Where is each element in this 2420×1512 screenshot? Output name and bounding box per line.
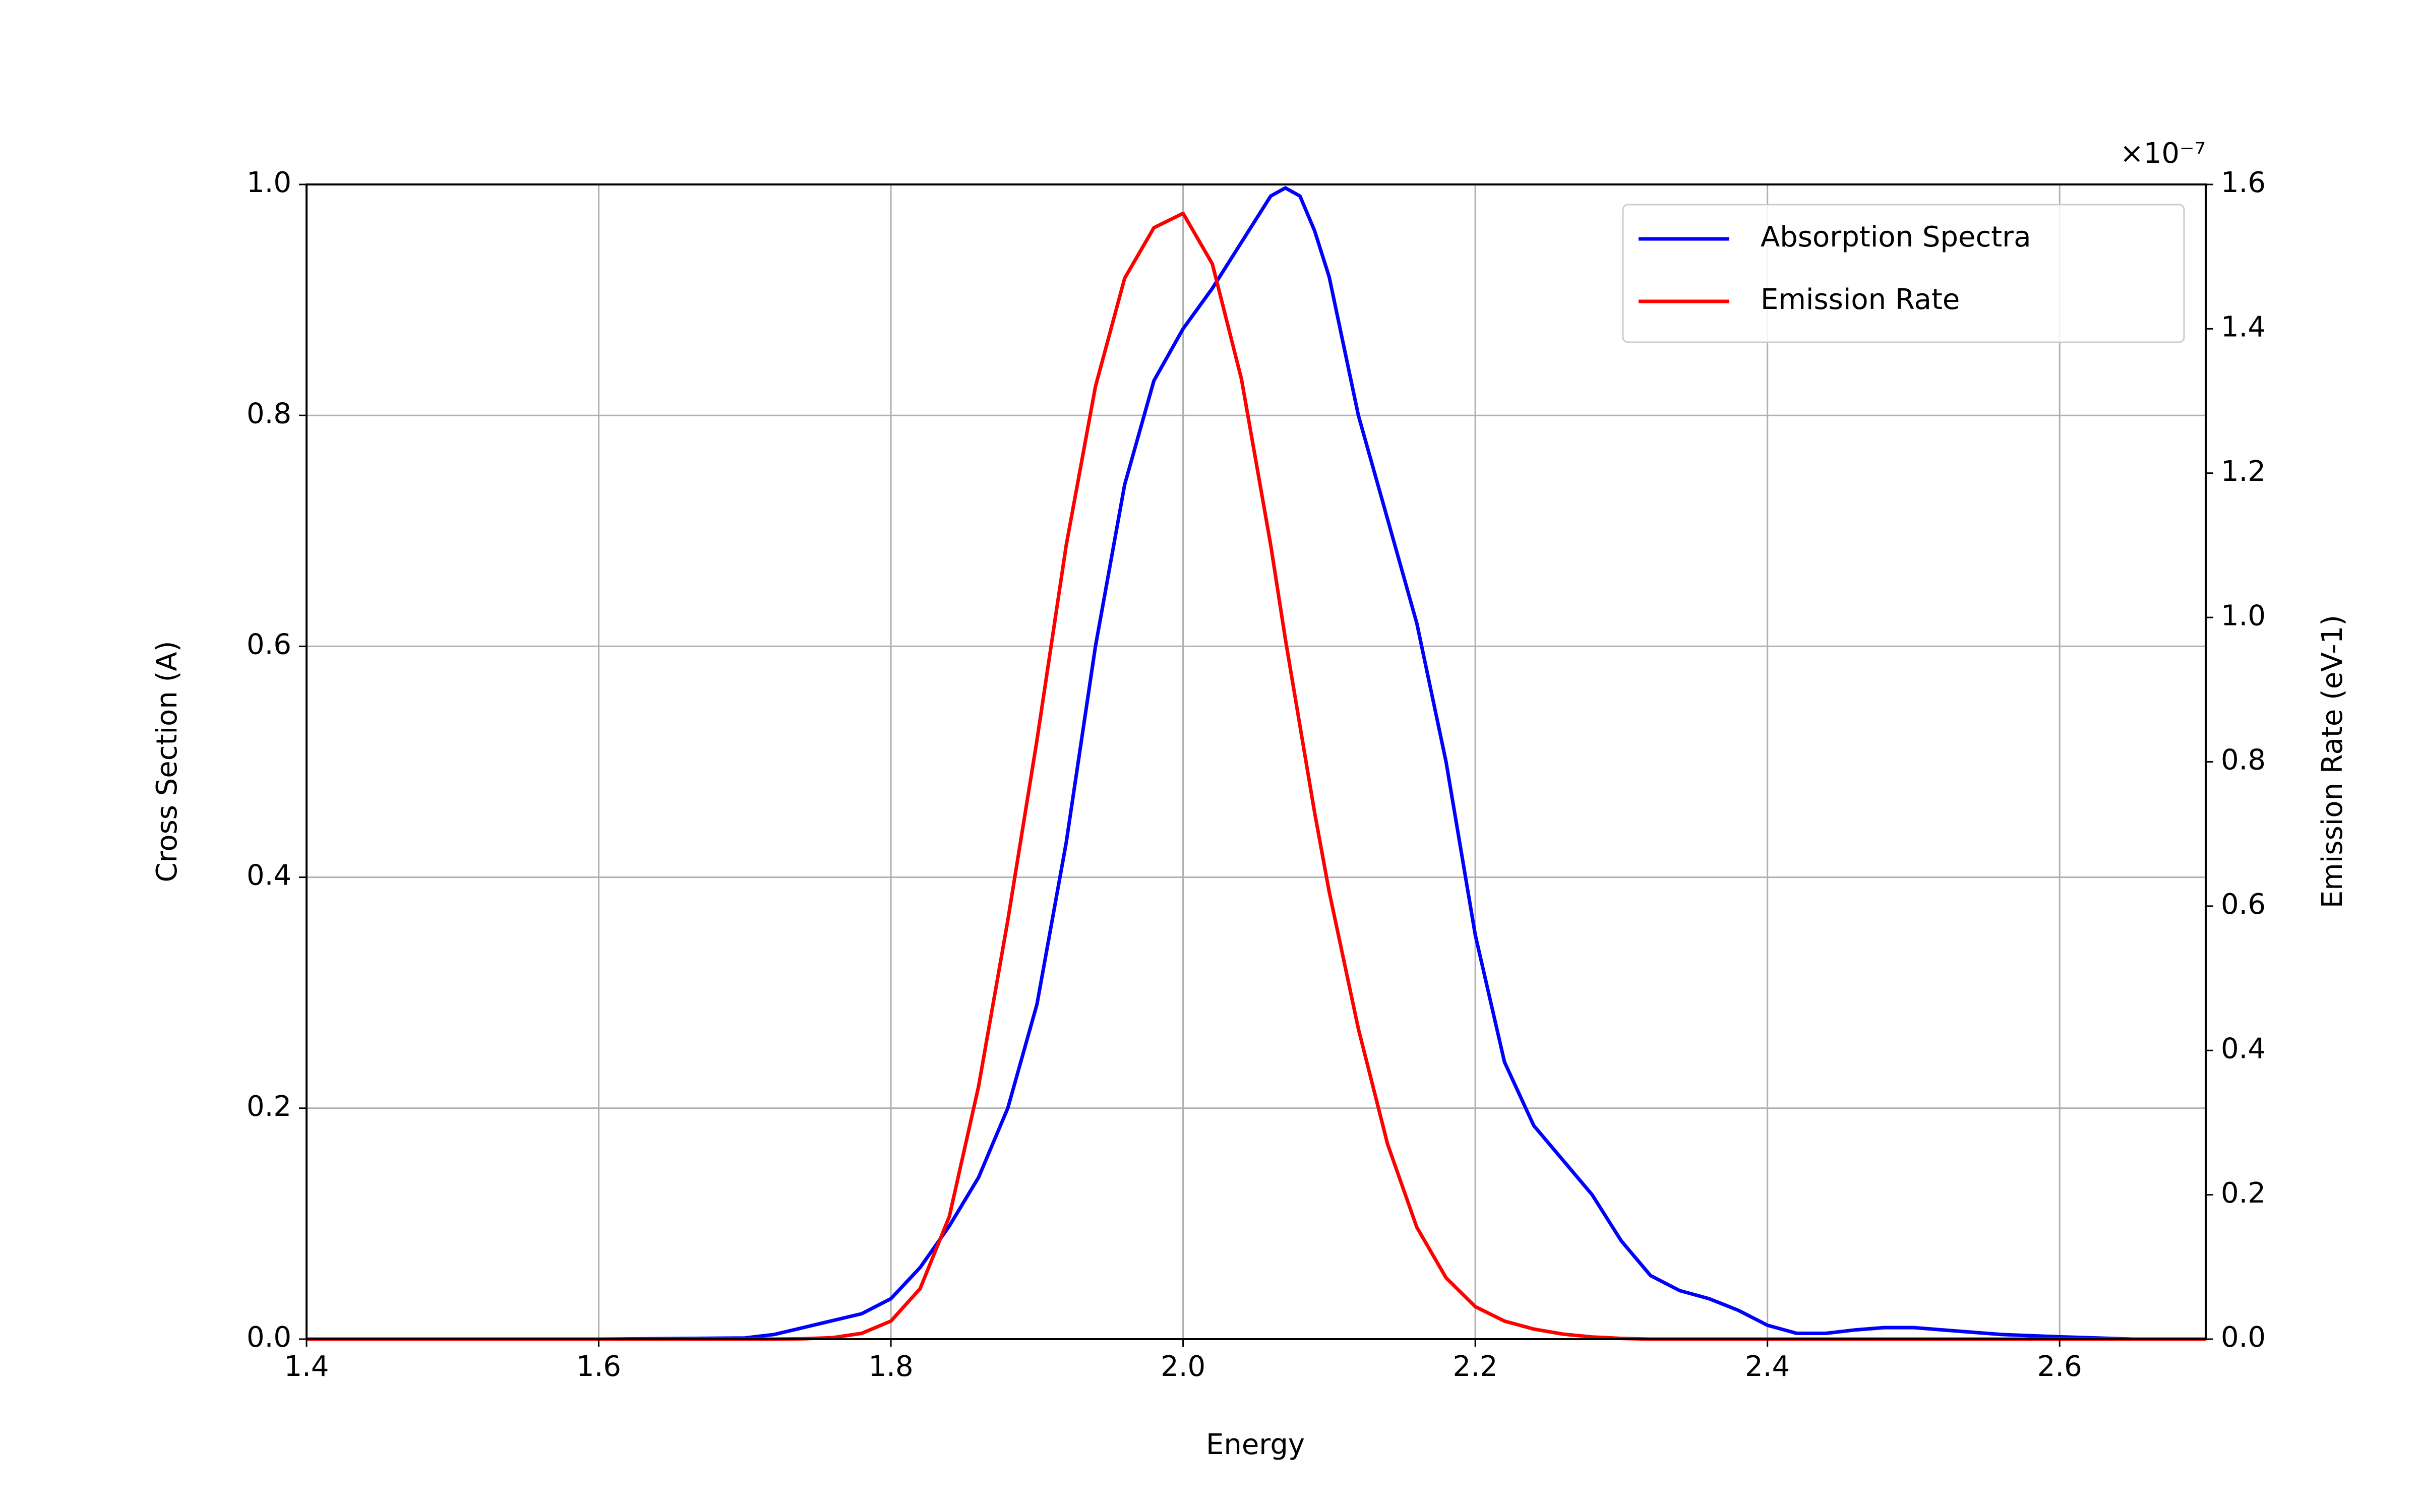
x-tick-label: 2.2 (1453, 1350, 1498, 1383)
y2-tick-label: 1.4 (2221, 311, 2266, 344)
y2-tick-label: 1.2 (2221, 455, 2266, 488)
y2-tick-label: 0.8 (2221, 744, 2266, 777)
y2-tick-label: 0.6 (2221, 888, 2266, 921)
x-tick-label: 2.0 (1161, 1350, 1205, 1383)
y-tick-label: 0.0 (247, 1321, 291, 1354)
y-tick-label: 0.4 (247, 859, 291, 892)
y2-tick-label: 1.0 (2221, 599, 2266, 632)
x-axis-label: Energy (1206, 1428, 1305, 1461)
y-tick-label: 0.8 (247, 397, 291, 430)
y2-tick-label: 0.4 (2221, 1032, 2266, 1065)
y2-axis-label: Emission Rate (eV-1) (2316, 615, 2349, 908)
x-tick-label: 1.4 (284, 1350, 329, 1383)
series-line (307, 186, 2206, 1341)
legend-label: Absorption Spectra (1761, 221, 2031, 254)
x-tick-label: 1.8 (869, 1350, 914, 1383)
x-tick-label: 2.4 (1745, 1350, 1790, 1383)
y2-offset-label: ×10⁻⁷ (2120, 137, 2206, 170)
y-tick-label: 0.2 (247, 1090, 291, 1123)
x-tick-label: 1.6 (576, 1350, 621, 1383)
x-tick-label: 2.6 (2037, 1350, 2082, 1383)
y2-tick-label: 1.6 (2221, 166, 2266, 199)
y2-tick-label: 0.0 (2221, 1321, 2266, 1354)
y2-tick-label: 0.2 (2221, 1177, 2266, 1210)
legend-box (1622, 204, 2185, 343)
y-tick-label: 0.6 (247, 628, 291, 661)
y-axis-label: Cross Section (A) (151, 641, 184, 882)
legend: Absorption Spectra Emission Rate (1622, 204, 2185, 343)
legend-label: Emission Rate (1761, 283, 1960, 316)
y-tick-label: 1.0 (247, 166, 291, 199)
